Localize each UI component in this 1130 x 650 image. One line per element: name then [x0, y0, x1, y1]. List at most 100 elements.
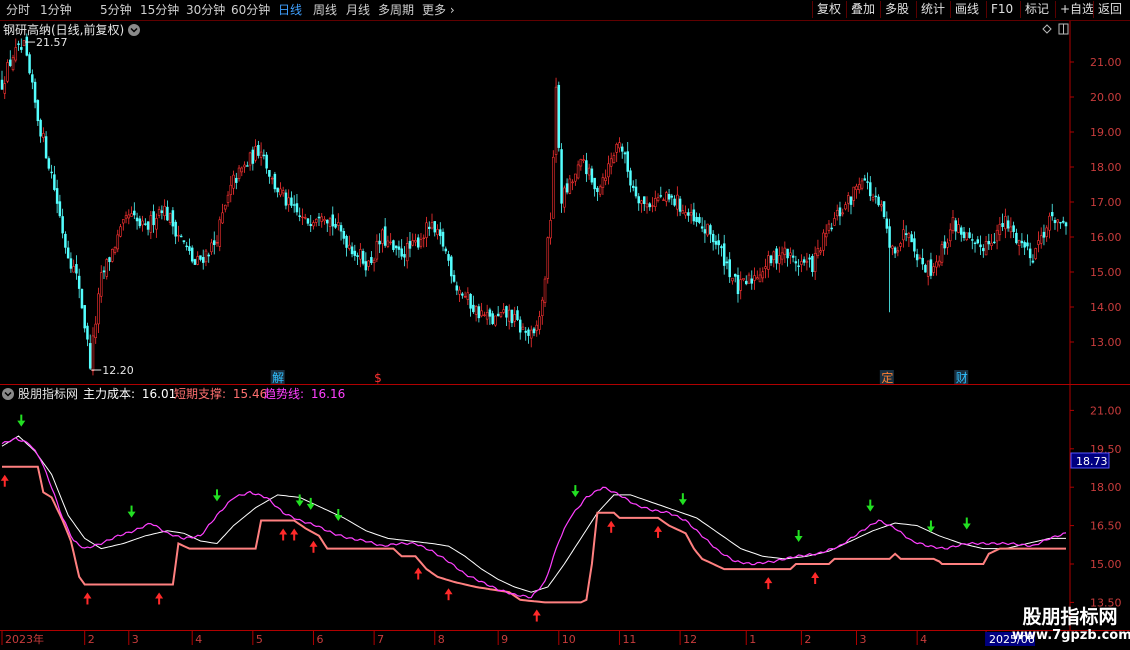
period-tab-monthly[interactable]: 月线	[346, 3, 371, 17]
buy-arrow-icon	[414, 567, 423, 580]
candle	[568, 174, 572, 195]
period-tab-weekly[interactable]: 周线	[313, 3, 338, 17]
candle	[656, 193, 660, 203]
candle	[1034, 247, 1037, 261]
period-tab-timeshare[interactable]: 分时	[6, 3, 31, 17]
candle	[441, 228, 445, 252]
event-marker[interactable]: $	[372, 370, 387, 385]
candle	[416, 234, 420, 250]
candle	[273, 171, 277, 193]
candle	[849, 196, 853, 215]
candle	[50, 164, 53, 179]
watermark-url: www.7gpzb.com	[1012, 628, 1130, 643]
indicator-y-tick-label: 16.50	[1090, 520, 1122, 533]
candle	[940, 241, 944, 266]
candle	[257, 140, 260, 159]
candle	[383, 217, 387, 248]
candle	[88, 334, 92, 370]
candle	[221, 203, 224, 225]
event-marker[interactable]: 解	[270, 370, 285, 385]
period-tab-15min[interactable]: 15分钟	[140, 3, 180, 17]
candle	[750, 270, 754, 290]
candle	[915, 248, 919, 268]
buy-arrow-icon	[654, 525, 663, 538]
chevron-down-icon[interactable]	[128, 24, 140, 36]
candle	[370, 251, 373, 265]
candle	[756, 270, 759, 280]
adjust-button[interactable]: 复权	[812, 1, 841, 18]
diamond-icon[interactable]	[1042, 24, 1052, 34]
x-tick-label: 3	[132, 633, 139, 646]
candle	[229, 176, 233, 203]
period-tab-60min[interactable]: 60分钟	[231, 3, 271, 17]
statistics-button[interactable]: 统计	[916, 1, 945, 18]
candle	[381, 228, 384, 253]
period-tab-30min[interactable]: 30分钟	[186, 3, 226, 17]
candle	[990, 234, 993, 250]
candle	[971, 233, 974, 250]
candle	[499, 311, 503, 319]
candle	[918, 254, 922, 260]
draw-line-button[interactable]: 画线	[950, 1, 979, 18]
candle	[888, 218, 891, 313]
f10-button[interactable]: F10	[986, 1, 1013, 18]
candle	[1061, 216, 1065, 224]
candle	[1042, 224, 1046, 246]
multi-stock-button[interactable]: 多股	[880, 1, 909, 18]
candle	[753, 267, 756, 290]
candle	[444, 246, 448, 254]
candle	[210, 238, 213, 255]
back-button[interactable]: 返回	[1093, 1, 1122, 18]
candle	[767, 250, 770, 278]
candle	[345, 234, 348, 257]
mark-button[interactable]: 标记	[1020, 1, 1049, 18]
panel-toggle-icon[interactable]	[1058, 23, 1069, 35]
main-panel-header: 钢研高纳(日线,前复权) 21.57 12.20	[3, 22, 1069, 377]
high-price-label: 21.57	[36, 36, 68, 49]
period-tab-1min[interactable]: 1分钟	[40, 3, 72, 17]
period-tab-multi[interactable]: 多周期	[378, 3, 415, 17]
buy-arrow-icon	[811, 572, 820, 584]
candle	[138, 215, 142, 229]
candle	[676, 186, 679, 217]
overlay-button[interactable]: 叠加	[846, 1, 875, 18]
candle	[39, 118, 42, 143]
candle	[86, 322, 89, 347]
event-marker[interactable]: 财	[954, 370, 969, 385]
candle	[951, 210, 955, 234]
candle	[995, 224, 999, 250]
candle	[414, 233, 417, 247]
add-watchlist-button[interactable]: +自选	[1055, 1, 1094, 18]
candle	[982, 244, 985, 258]
candle	[645, 196, 649, 214]
candle	[778, 246, 781, 273]
candle	[433, 221, 437, 237]
event-marker[interactable]: 定	[879, 370, 894, 385]
candle	[932, 262, 935, 277]
candle	[1045, 225, 1048, 242]
chevron-right-icon: ›	[449, 3, 455, 17]
period-tab-5min[interactable]: 5分钟	[100, 3, 132, 17]
indicator-lines	[1, 435, 1067, 604]
x-tick-label: 11	[622, 633, 636, 646]
candle	[648, 202, 652, 211]
candle	[728, 252, 731, 283]
chevron-down-icon[interactable]	[2, 388, 14, 400]
candle	[612, 152, 616, 164]
candle	[1020, 233, 1024, 248]
period-tab-daily[interactable]: 日线	[278, 3, 303, 17]
candle	[554, 77, 558, 163]
candle	[455, 281, 459, 296]
candle	[1028, 242, 1032, 266]
candle	[858, 177, 861, 194]
candle	[852, 186, 856, 207]
period-tab-more[interactable]: 更多 ›	[422, 2, 455, 18]
main-y-tick-label: 19.00	[1090, 126, 1122, 139]
candle	[791, 249, 795, 263]
candle	[1037, 231, 1040, 253]
candle	[819, 247, 822, 256]
low-price-label: 12.20	[102, 364, 133, 377]
candle	[665, 190, 668, 207]
